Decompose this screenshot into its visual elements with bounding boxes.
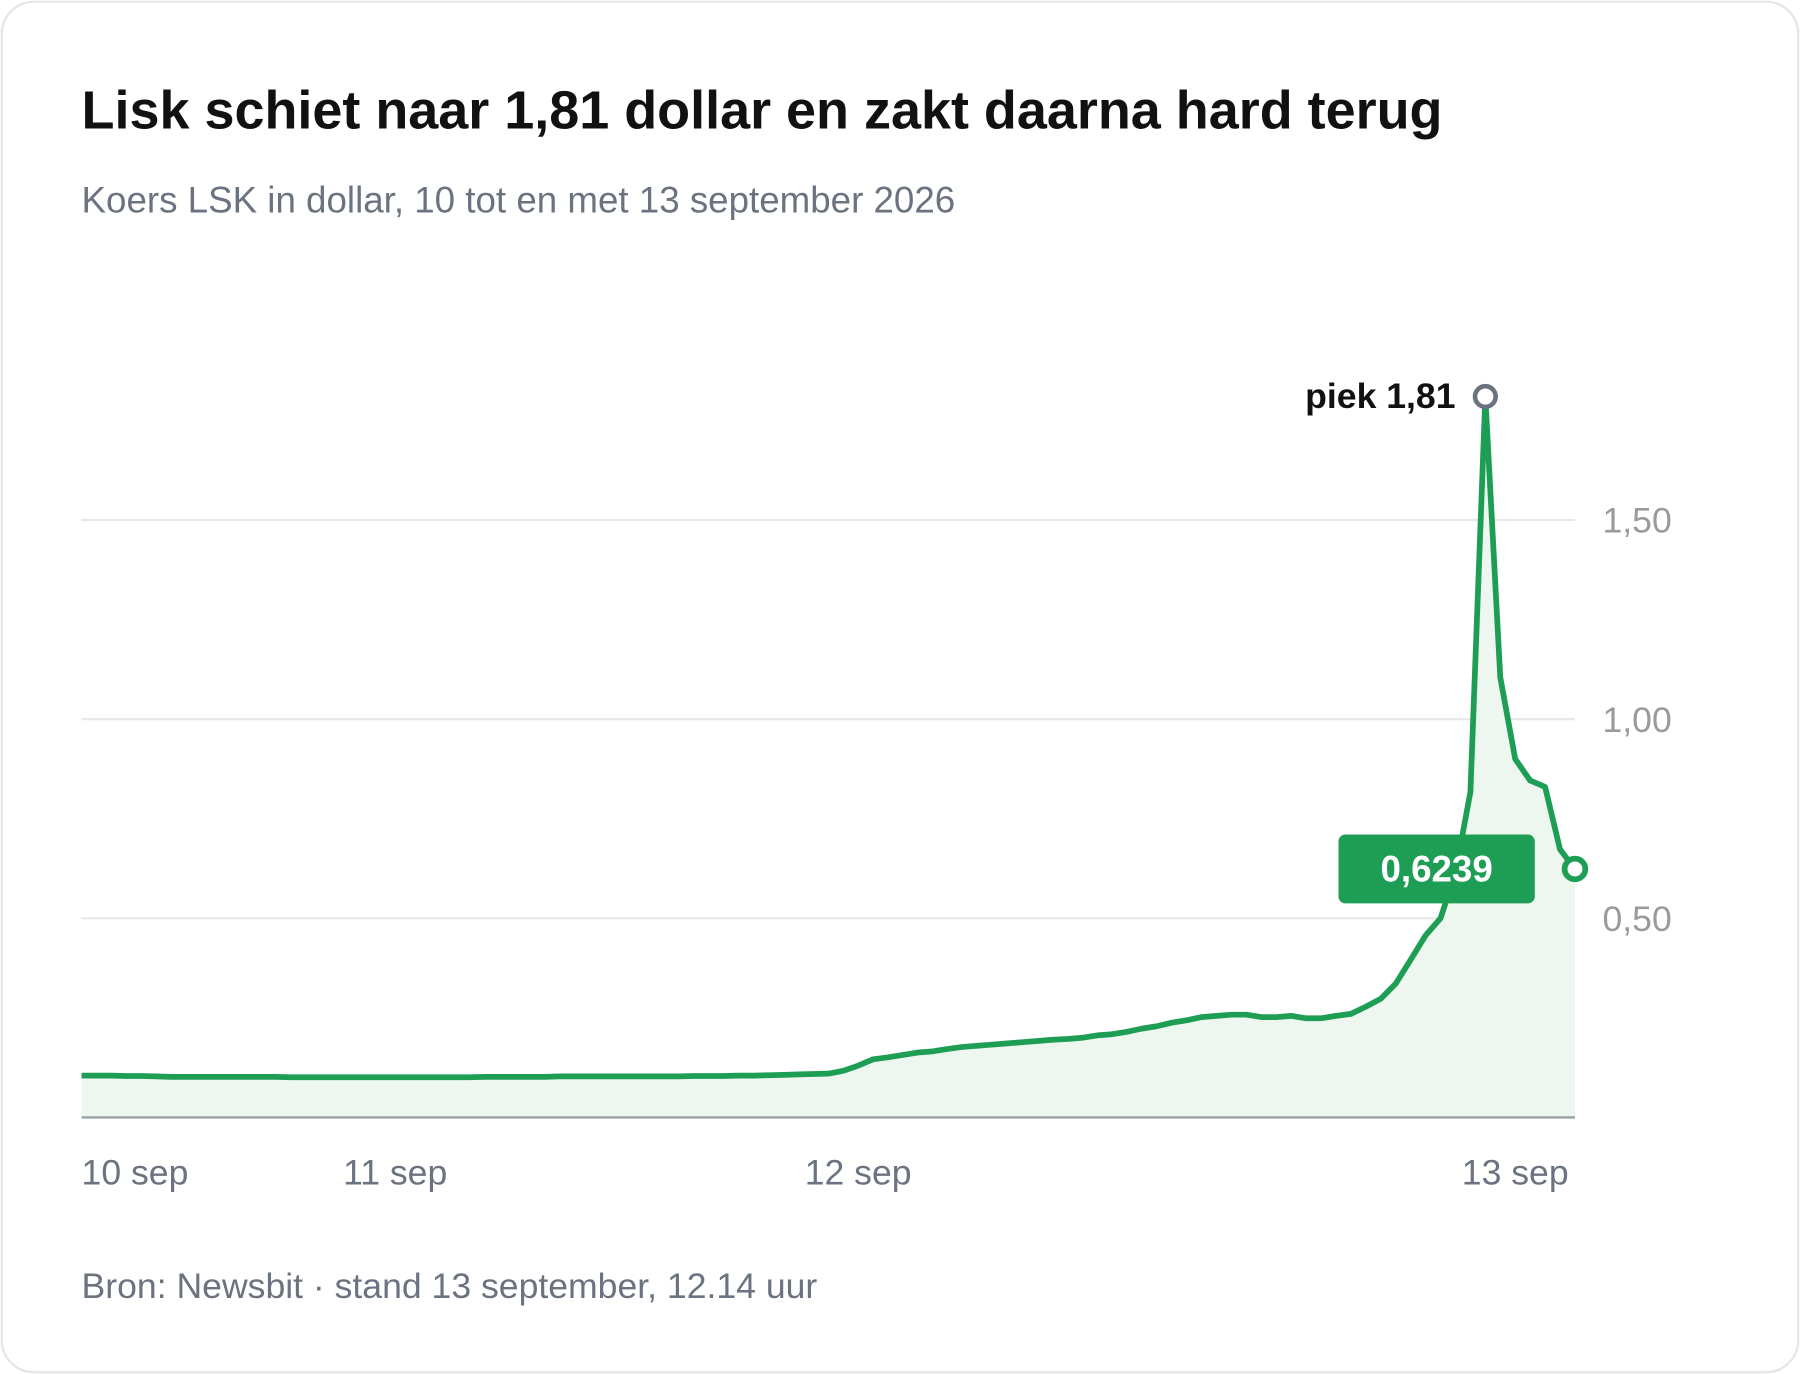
y-tick-label: 1,50 (1602, 501, 1671, 541)
y-tick-label: 1,00 (1602, 700, 1671, 740)
source-note: Bron: Newsbit · stand 13 september, 12.1… (82, 1266, 818, 1306)
x-tick-label: 10 sep (82, 1153, 189, 1193)
line (81, 393, 1578, 1081)
peak-marker (1472, 383, 1498, 410)
last-value-badge (1338, 834, 1535, 904)
last-value-label: 0,6239 (1380, 849, 1492, 890)
chart-subtitle: Koers LSK in dollar, 10 tot en met 13 se… (82, 179, 956, 220)
peak-label: piek 1,81 (1305, 376, 1455, 416)
y-tick-label: 0,50 (1602, 899, 1671, 939)
area (81, 396, 1575, 1118)
chart-title: Lisk schiet naar 1,81 dollar en zakt daa… (82, 81, 1443, 141)
x-tick-label: 12 sep (805, 1153, 912, 1193)
last-marker (1561, 855, 1589, 883)
x-tick-label: 13 sep (1462, 1153, 1569, 1193)
x-tick-label: 11 sep (343, 1153, 447, 1193)
